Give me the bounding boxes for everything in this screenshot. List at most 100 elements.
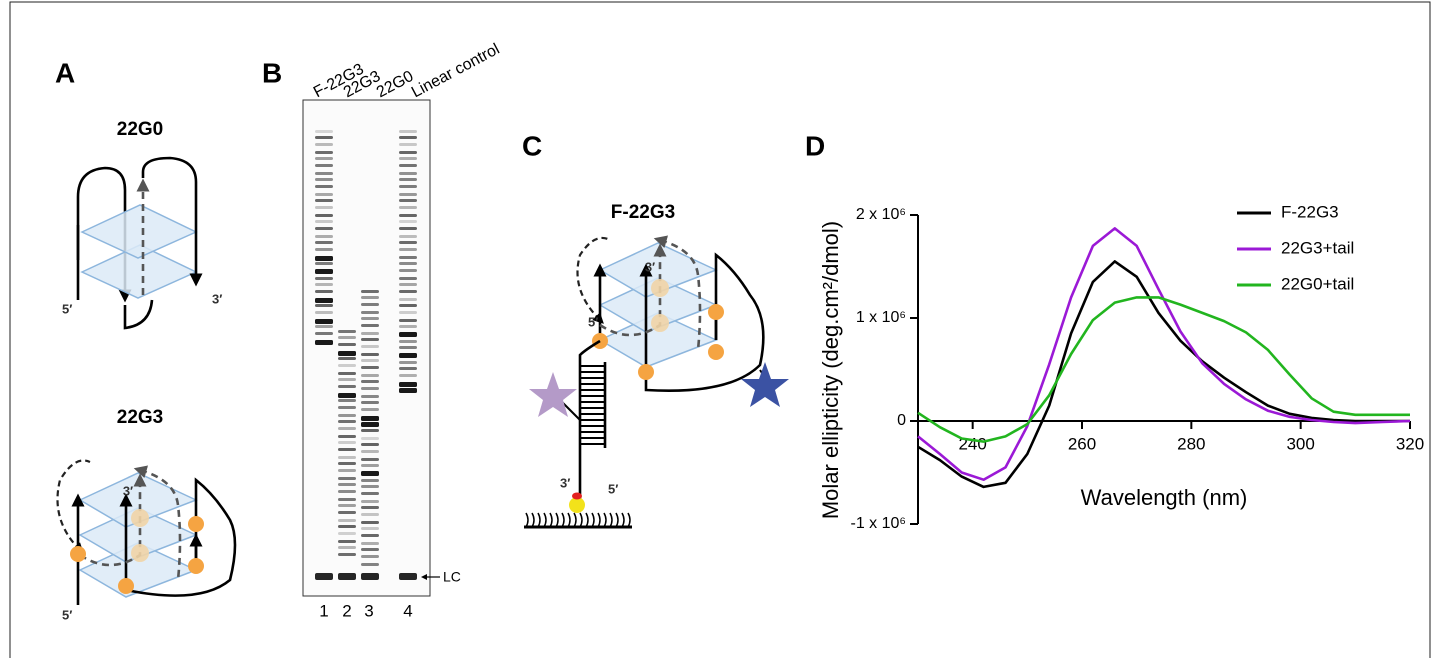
panel-label: A <box>55 57 75 88</box>
gel-band <box>399 340 417 343</box>
gel-band <box>399 290 417 293</box>
gel-band <box>361 500 379 503</box>
y-tick-label: 1 x 10⁶ <box>856 309 906 326</box>
diagram-circle <box>651 314 669 332</box>
surface-hatch <box>525 512 529 528</box>
surface-hatch <box>627 512 631 528</box>
gel-band <box>338 336 356 339</box>
x-tick-label: 260 <box>1068 434 1096 453</box>
gel-band <box>315 172 333 175</box>
gel-band <box>315 143 333 146</box>
gel-band <box>315 262 333 265</box>
gel-band <box>338 385 356 388</box>
series-line <box>917 260 1410 489</box>
gel-band <box>315 573 333 580</box>
gel-bands <box>315 130 417 580</box>
gel-band <box>361 450 379 453</box>
panel-label: B <box>262 57 282 88</box>
gel-band <box>399 193 417 196</box>
gel-band <box>361 380 379 383</box>
gel-band <box>399 241 417 244</box>
gel-band <box>399 214 417 217</box>
gel-band <box>399 256 417 259</box>
x-tick-label: 320 <box>1396 434 1424 453</box>
diagram-circle <box>118 578 134 594</box>
diagram-circle <box>70 546 86 562</box>
gel-band <box>338 330 356 333</box>
gel-band <box>399 367 417 370</box>
gel-band <box>338 351 356 356</box>
surface-hatch <box>591 512 595 528</box>
gel-band <box>338 553 356 556</box>
x-tick-label: 280 <box>1177 434 1205 453</box>
diagram-path <box>123 299 154 330</box>
gel-band <box>361 506 379 509</box>
gel-band <box>361 345 379 348</box>
diagram-path <box>76 166 132 303</box>
legend-label: F-22G3 <box>1281 202 1339 221</box>
structure-title: 22G0 <box>117 119 163 140</box>
gel-band <box>315 340 333 345</box>
panel-label: C <box>522 130 542 161</box>
gel-band <box>315 185 333 188</box>
gel-band <box>361 513 379 516</box>
gel-band <box>361 338 379 341</box>
gel-band <box>338 414 356 417</box>
x-tick-label: 300 <box>1286 434 1314 453</box>
diagram-polygon <box>741 362 789 407</box>
gel-band <box>338 525 356 528</box>
gel-band <box>399 388 417 393</box>
gel-band <box>338 462 356 465</box>
diagram-circle <box>708 304 724 320</box>
y-tick-label: 0 <box>897 412 906 429</box>
gel-band <box>315 277 333 280</box>
series-line <box>917 296 1410 443</box>
gel-band <box>399 157 417 160</box>
legend-label: 22G0+tail <box>1281 274 1354 293</box>
gel-band <box>338 477 356 480</box>
gel-band <box>338 456 356 459</box>
gel-band <box>315 269 333 274</box>
gel-band <box>315 178 333 181</box>
diagram-circle <box>131 544 149 562</box>
gel-band <box>315 248 333 251</box>
surface-hatch <box>555 512 559 528</box>
gel-band <box>338 441 356 444</box>
surface-hatch <box>531 512 535 528</box>
lane-label: Linear control <box>409 41 503 102</box>
gel-band <box>361 395 379 398</box>
gel-band <box>399 311 417 314</box>
gel-band <box>338 393 356 398</box>
surface-hatch <box>597 512 601 528</box>
gel-band <box>338 546 356 549</box>
gel-band <box>399 172 417 175</box>
gel-band <box>361 324 379 327</box>
gel-band <box>361 366 379 369</box>
gel-band <box>361 429 379 432</box>
gel-band <box>315 206 333 209</box>
surface-hatch <box>603 512 607 528</box>
gel-band <box>399 130 417 133</box>
diagram-path <box>125 477 237 597</box>
gel-band <box>315 164 333 167</box>
gel-band <box>361 527 379 530</box>
diagram-path <box>141 156 203 287</box>
gel-band <box>361 422 379 427</box>
panel-label: D <box>805 130 825 161</box>
gel-band <box>361 408 379 411</box>
gel-band <box>361 374 379 377</box>
five-prime: 5′ <box>588 314 598 329</box>
gel-band <box>361 317 379 320</box>
gel-band <box>361 353 379 356</box>
gel-band <box>361 458 379 461</box>
f22g3-diagram <box>524 235 789 529</box>
gel-band <box>399 235 417 238</box>
gel-band <box>315 298 333 303</box>
gel-band <box>315 325 333 328</box>
diagram-ellipse <box>572 492 582 500</box>
gel-band <box>399 573 417 580</box>
gel-band <box>338 448 356 451</box>
gel-band <box>338 378 356 381</box>
gel-band <box>315 241 333 244</box>
